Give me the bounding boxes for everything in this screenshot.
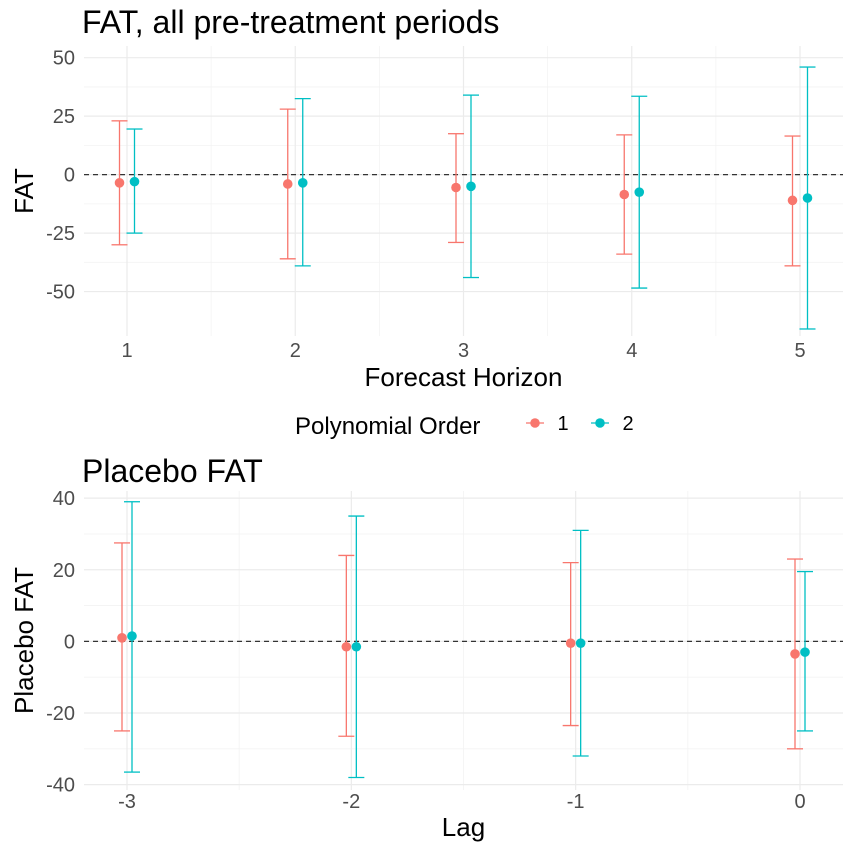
panel-1: 50 25 0 -25 -50 1 2 3 4 5 FAT, all pre-treatment p… bbox=[9, 4, 843, 392]
x-tick-label: -1 bbox=[567, 791, 585, 813]
legend-key-point bbox=[595, 418, 605, 428]
x-tick-label: 0 bbox=[794, 791, 805, 813]
error-bar-series-1 bbox=[562, 561, 579, 727]
legend-item-2: 2 bbox=[591, 413, 634, 435]
x-tick-label: 4 bbox=[626, 340, 637, 362]
point-estimate bbox=[790, 649, 800, 659]
point-estimate bbox=[565, 638, 576, 648]
error-bar-series-2 bbox=[463, 94, 479, 279]
error-bar-series-1 bbox=[279, 108, 296, 260]
y-tick-label: 25 bbox=[53, 106, 75, 128]
error-bar-series-1 bbox=[111, 120, 128, 246]
error-bar-series-2 bbox=[348, 515, 365, 779]
point-estimate bbox=[634, 187, 645, 197]
x-tick-label: 3 bbox=[458, 340, 469, 362]
chart-title: FAT, all pre-treatment periods bbox=[82, 4, 499, 40]
error-bar-series-2 bbox=[631, 95, 648, 289]
legend-label: 1 bbox=[557, 413, 568, 435]
point-estimate bbox=[351, 641, 362, 652]
point-estimate bbox=[114, 178, 125, 188]
error-bar-series-2 bbox=[124, 501, 140, 773]
legend-item-1: 1 bbox=[526, 413, 569, 435]
y-axis-title: FAT bbox=[9, 168, 39, 214]
point-estimate bbox=[619, 189, 630, 200]
x-axis-title: Lag bbox=[442, 812, 485, 842]
chart-title: Placebo FAT bbox=[82, 453, 263, 489]
point-estimate bbox=[575, 638, 586, 648]
error-bar-series-2 bbox=[294, 97, 311, 267]
point-estimate bbox=[800, 647, 810, 657]
legend-label: 2 bbox=[622, 413, 633, 435]
x-axis-title: Forecast Horizon bbox=[365, 362, 563, 392]
point-estimate bbox=[341, 641, 352, 652]
point-estimate bbox=[117, 633, 127, 643]
x-tick-label: -3 bbox=[118, 791, 136, 813]
point-estimate bbox=[129, 176, 140, 187]
point-estimate bbox=[802, 193, 813, 203]
error-bar-series-1 bbox=[616, 134, 633, 255]
y-tick-label: 20 bbox=[53, 560, 75, 582]
y-tick-label: 0 bbox=[64, 165, 75, 187]
error-bar-series-1 bbox=[448, 133, 464, 244]
y-tick-label: 40 bbox=[53, 488, 75, 510]
panel-2: 40 20 0 -20 -40 -3 -2 -1 0 Placebo FAT Lag Placebo … bbox=[9, 453, 843, 842]
error-bar-series-2 bbox=[572, 529, 589, 757]
point-estimate bbox=[451, 182, 461, 193]
y-tick-label: -20 bbox=[46, 703, 75, 725]
x-tick-label: -2 bbox=[342, 791, 360, 813]
y-tick-label: -40 bbox=[46, 775, 75, 797]
point-estimate bbox=[282, 179, 293, 189]
error-bar-series-1 bbox=[784, 135, 801, 267]
legend-key-point bbox=[530, 418, 540, 428]
point-estimate bbox=[127, 631, 137, 641]
point-estimate bbox=[466, 181, 476, 192]
error-bar-series-1 bbox=[338, 554, 355, 737]
point-estimate bbox=[787, 195, 798, 206]
point-estimate bbox=[297, 178, 308, 188]
error-bar-series-2 bbox=[126, 128, 143, 234]
error-bar-series-2 bbox=[797, 570, 813, 732]
x-tick-label: 5 bbox=[794, 340, 805, 362]
legend: Polynomial Order 1 2 bbox=[295, 413, 634, 440]
error-bar-series-2 bbox=[799, 66, 816, 330]
x-tick-label: 1 bbox=[121, 340, 132, 362]
y-tick-label: -25 bbox=[46, 223, 75, 245]
x-tick-label: 2 bbox=[290, 340, 301, 362]
error-bar-series-1 bbox=[787, 558, 803, 750]
y-tick-label: 0 bbox=[64, 631, 75, 653]
y-tick-label: -50 bbox=[46, 282, 75, 304]
y-axis-title: Placebo FAT bbox=[9, 567, 39, 714]
y-tick-label: 50 bbox=[53, 48, 75, 70]
error-bar-series-1 bbox=[114, 542, 130, 732]
legend-title: Polynomial Order bbox=[295, 413, 480, 440]
